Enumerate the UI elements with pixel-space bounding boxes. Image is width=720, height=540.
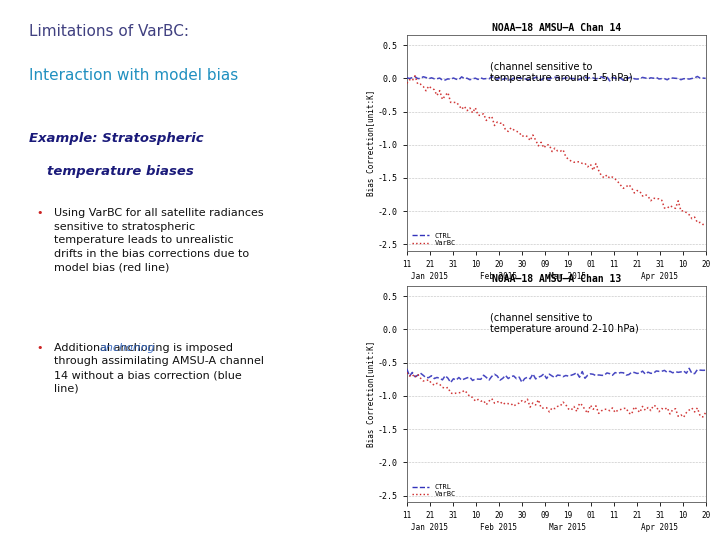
Text: Feb 2015: Feb 2015 bbox=[480, 272, 517, 281]
Text: •: • bbox=[36, 343, 42, 353]
Y-axis label: Bias Correction[unit:K]: Bias Correction[unit:K] bbox=[366, 341, 375, 447]
Text: Apr 2015: Apr 2015 bbox=[641, 523, 678, 532]
Text: temperature biases: temperature biases bbox=[47, 165, 194, 178]
Text: Mar 2015: Mar 2015 bbox=[549, 523, 586, 532]
Text: (channel sensitive to
temperature around 1-5 hPa): (channel sensitive to temperature around… bbox=[490, 61, 633, 83]
Y-axis label: Bias Correction[unit:K]: Bias Correction[unit:K] bbox=[366, 90, 375, 196]
Text: Mar 2015: Mar 2015 bbox=[549, 272, 586, 281]
Text: Limitations of VarBC:: Limitations of VarBC: bbox=[29, 24, 189, 39]
Text: (channel sensitive to
temperature around 2-10 hPa): (channel sensitive to temperature around… bbox=[490, 312, 639, 334]
Text: Jan 2015: Jan 2015 bbox=[411, 523, 449, 532]
Text: Additional anchoring is imposed
through assimilating AMSU-A channel
14 without a: Additional anchoring is imposed through … bbox=[54, 343, 264, 394]
Text: Jan 2015: Jan 2015 bbox=[411, 272, 449, 281]
Title: NOAA–18 AMSU–A Chan 13: NOAA–18 AMSU–A Chan 13 bbox=[492, 274, 621, 284]
Text: anchoring: anchoring bbox=[99, 343, 156, 353]
Text: •: • bbox=[36, 208, 42, 218]
Text: Interaction with model bias: Interaction with model bias bbox=[29, 68, 238, 83]
Legend: CTRL, VarBC: CTRL, VarBC bbox=[410, 483, 457, 499]
Text: Using VarBC for all satellite radiances
sensitive to stratospheric
temperature l: Using VarBC for all satellite radiances … bbox=[54, 208, 264, 272]
Text: Example: Stratospheric: Example: Stratospheric bbox=[29, 132, 204, 145]
Text: Apr 2015: Apr 2015 bbox=[641, 272, 678, 281]
Title: NOAA–18 AMSU–A Chan 14: NOAA–18 AMSU–A Chan 14 bbox=[492, 23, 621, 33]
Legend: CTRL, VarBC: CTRL, VarBC bbox=[410, 232, 457, 248]
Text: Feb 2015: Feb 2015 bbox=[480, 523, 517, 532]
